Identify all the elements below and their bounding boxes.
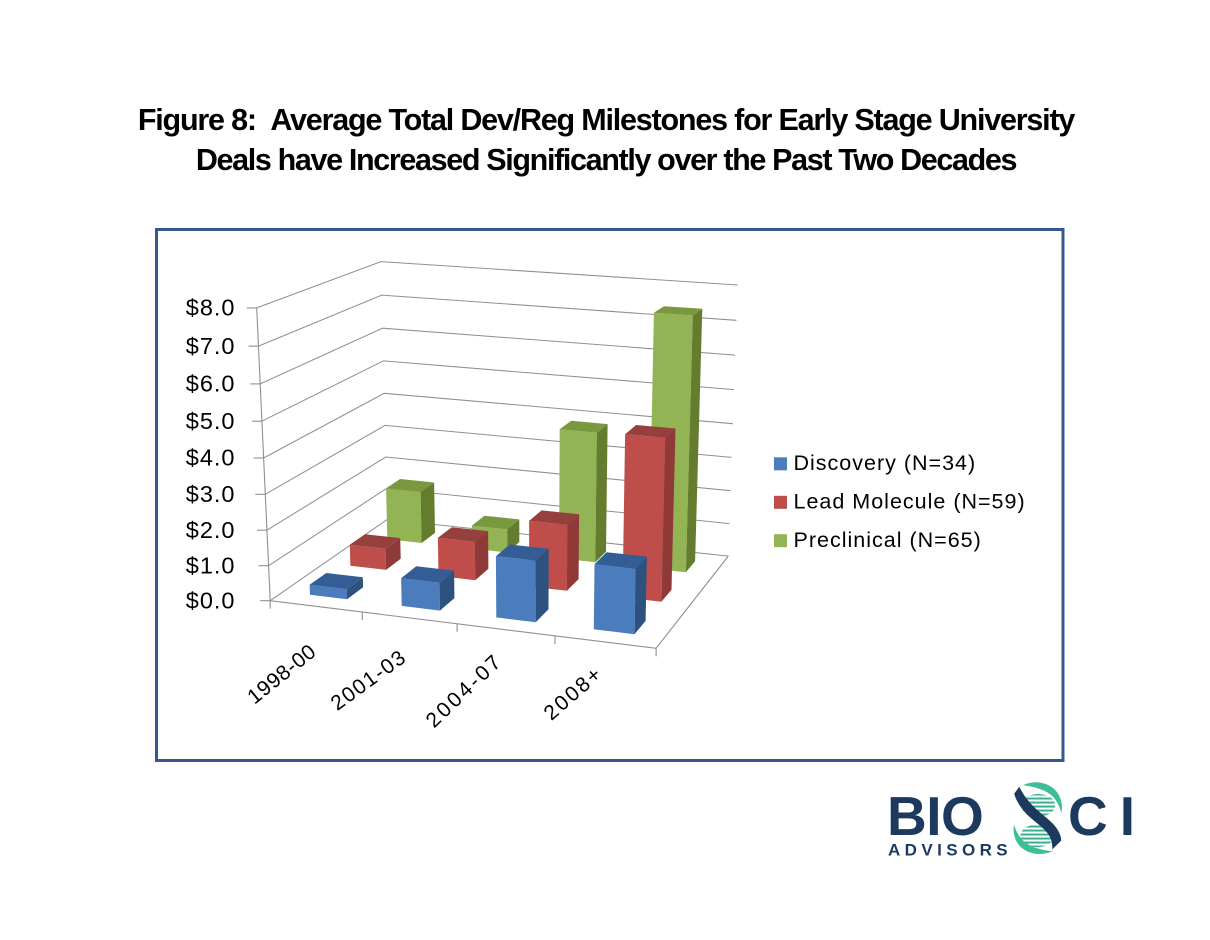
svg-text:Lead Molecule (N=59): Lead Molecule (N=59) [794, 490, 1026, 514]
svg-text:$5.0: $5.0 [186, 408, 236, 434]
svg-text:$7.0: $7.0 [186, 333, 236, 359]
svg-text:$4.0: $4.0 [186, 445, 236, 471]
svg-text:Deals have Increased Significa: Deals have Increased Significantly over … [196, 143, 1017, 177]
svg-text:$3.0: $3.0 [186, 481, 236, 507]
svg-text:$8.0: $8.0 [186, 295, 236, 321]
svg-text:BIO: BIO [887, 785, 983, 847]
svg-text:$0.0: $0.0 [186, 587, 236, 613]
svg-text:$1.0: $1.0 [186, 552, 236, 578]
svg-text:CI: CI [1068, 785, 1147, 847]
svg-text:Preclinical (N=65): Preclinical (N=65) [794, 528, 982, 552]
svg-text:$2.0: $2.0 [186, 517, 236, 543]
svg-text:Figure 8: Average Total Dev/R: Figure 8: Average Total Dev/Reg Mileston… [138, 103, 1076, 137]
svg-text:ADVISORS: ADVISORS [888, 841, 1012, 860]
svg-text:Discovery (N=34): Discovery (N=34) [794, 451, 977, 475]
svg-text:$6.0: $6.0 [186, 371, 236, 397]
